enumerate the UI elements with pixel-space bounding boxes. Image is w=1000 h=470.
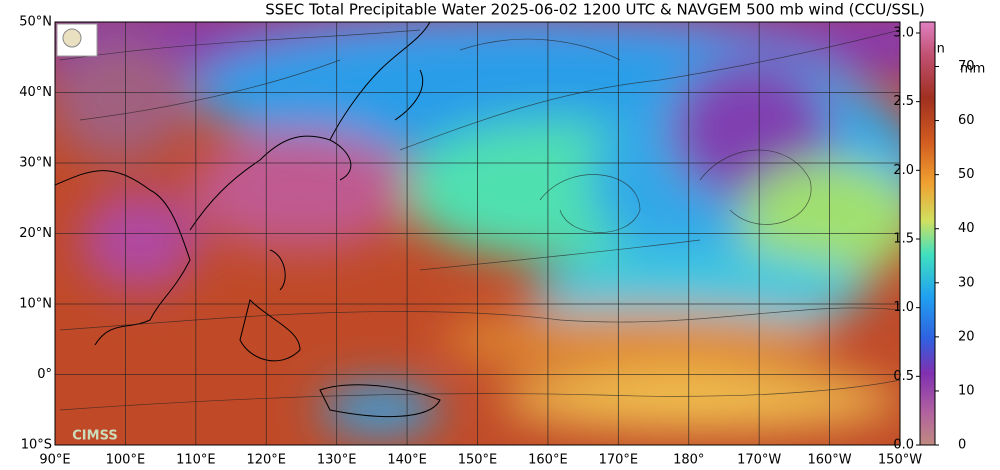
mm-tick-label: 10	[958, 383, 975, 398]
mm-tick-label: 0	[958, 438, 966, 453]
inch-unit: in	[933, 42, 945, 57]
inch-tick-label: 2.0	[893, 163, 914, 178]
longitude-label: 150°W	[878, 453, 922, 468]
mm-tick-label: 70	[958, 59, 975, 74]
latitude-label: 50°N	[19, 15, 52, 30]
cimss-logo: CIMSS	[72, 429, 117, 444]
inch-tick-label: 0.5	[893, 369, 914, 384]
mm-tick-label: 20	[958, 329, 975, 344]
mm-tick-label: 30	[958, 275, 975, 290]
mm-unit: mm	[960, 62, 985, 77]
longitude-label: 170°E	[599, 453, 639, 468]
graticule	[55, 22, 900, 445]
inch-tick-label: 0.0	[893, 438, 914, 453]
longitude-label: 170°W	[737, 453, 781, 468]
latitude-label: 10°N	[19, 297, 52, 312]
longitude-label: 180°	[673, 453, 704, 468]
inch-tick-label: 2.5	[893, 94, 914, 109]
longitude-label: 100°E	[106, 453, 146, 468]
longitude-label: 110°E	[176, 453, 216, 468]
title: SSEC Total Precipitable Water 2025-06-02…	[265, 1, 924, 19]
mm-tick-label: 60	[958, 113, 975, 128]
mm-tick-label: 50	[958, 167, 975, 182]
inch-tick-label: 1.5	[893, 231, 914, 246]
colorbar	[919, 21, 936, 446]
inch-tick-label: 1.0	[893, 300, 914, 315]
mm-tick-label: 40	[958, 221, 975, 236]
longitude-label: 160°E	[528, 453, 568, 468]
latitude-label: 40°N	[19, 85, 52, 100]
logo-top	[56, 23, 98, 57]
latitude-label: 30°N	[19, 156, 52, 171]
tpw-field	[55, 22, 900, 445]
latitude-label: 20°N	[19, 226, 52, 241]
longitude-label: 90°E	[39, 453, 70, 468]
longitude-label: 150°E	[458, 453, 498, 468]
map-frame	[54, 21, 901, 446]
longitude-label: 120°E	[246, 453, 286, 468]
longitude-label: 140°E	[387, 453, 427, 468]
latitude-label: 0°	[37, 367, 52, 382]
latitude-label: 10°S	[21, 438, 52, 453]
longitude-label: 160°W	[807, 453, 851, 468]
inch-tick-label: 3.0	[893, 25, 914, 40]
longitude-label: 130°E	[317, 453, 357, 468]
